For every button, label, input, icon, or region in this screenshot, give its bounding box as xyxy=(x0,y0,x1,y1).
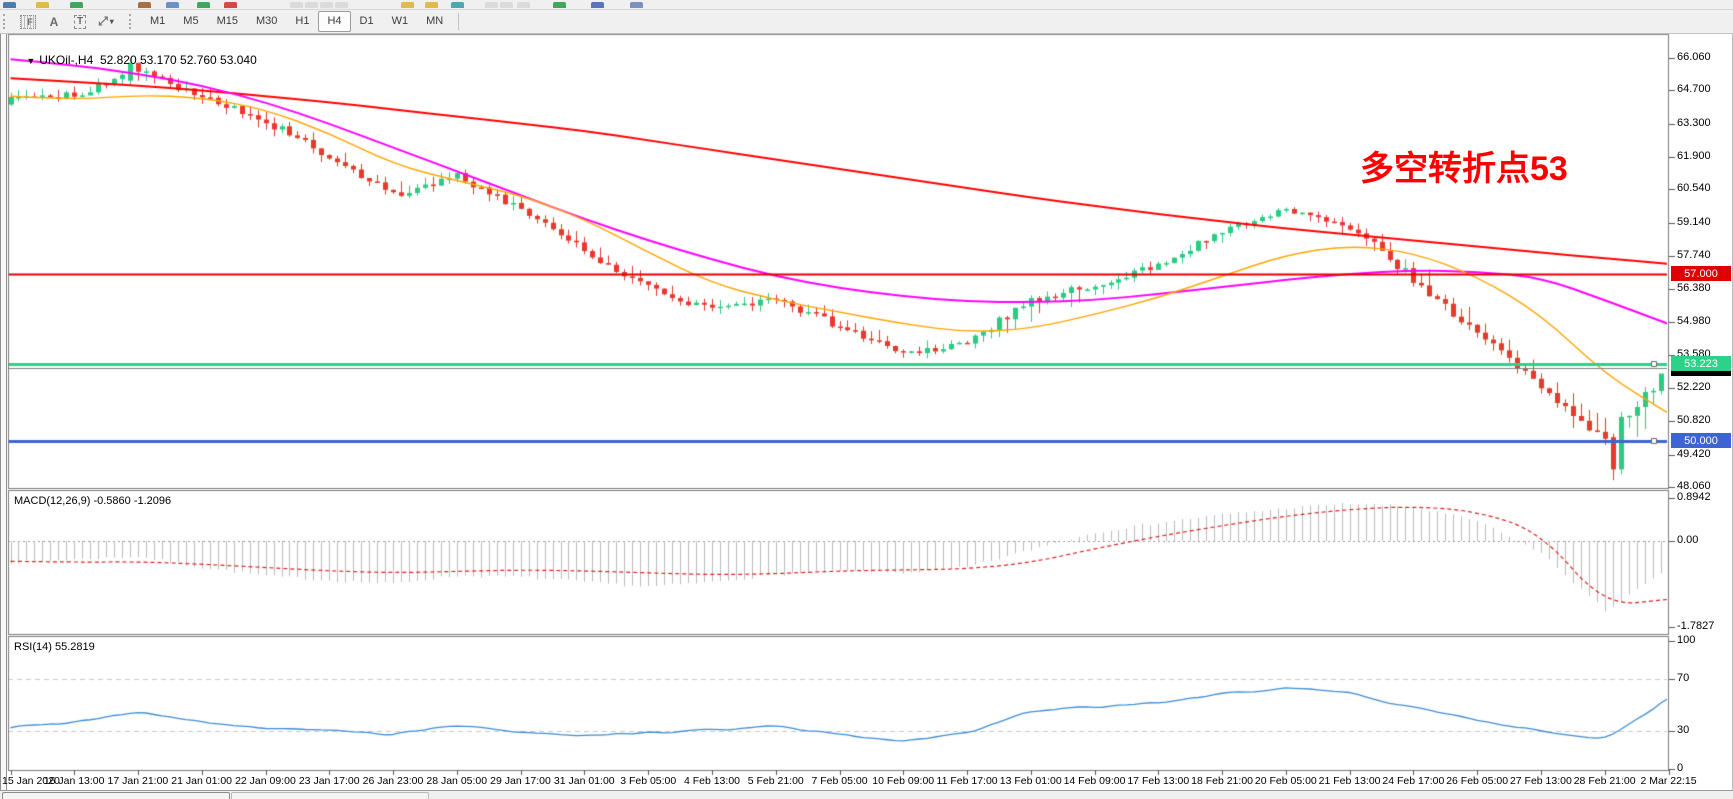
axis-tick-label: 56.380 xyxy=(1677,281,1711,294)
axis-tick-label: 30 xyxy=(1677,723,1690,736)
time-axis-label: 5 Feb 21:00 xyxy=(747,775,804,787)
chart-tab[interactable] xyxy=(2,792,230,799)
axis-tick-label: 59.140 xyxy=(1677,215,1711,228)
time-axis-label: 29 Jan 17:00 xyxy=(490,775,551,787)
axis-tick-label: 0 xyxy=(1677,762,1684,774)
time-axis-label: 15 Jan 2020 xyxy=(2,775,60,787)
time-axis-label: 4 Feb 13:00 xyxy=(683,775,740,787)
time-axis-label: 24 Feb 17:00 xyxy=(1382,775,1445,787)
price-level-badge-50.000[interactable]: 50.000 xyxy=(1671,433,1731,449)
axis-tick-label: 50.820 xyxy=(1677,414,1711,427)
axis-tick-label: 100 xyxy=(1677,634,1696,646)
axis-tick-label: 52.220 xyxy=(1677,380,1711,393)
time-axis-label: 22 Jan 09:00 xyxy=(235,775,296,787)
chart-tabs-bar xyxy=(0,790,1733,799)
time-axis-label: 14 Feb 09:00 xyxy=(1063,775,1126,787)
time-axis-label: 31 Jan 01:00 xyxy=(553,775,615,787)
axis-tick-label: 48.060 xyxy=(1677,480,1711,493)
time-axis-label: 20 Feb 05:00 xyxy=(1254,775,1317,787)
time-axis-label: 26 Jan 23:00 xyxy=(362,775,424,787)
time-axis-label: 27 Feb 13:00 xyxy=(1509,775,1572,787)
time-axis-label: 10 Feb 09:00 xyxy=(872,775,935,787)
axis-tick-label: 64.700 xyxy=(1677,83,1711,96)
time-axis-label: 2 Mar 22:15 xyxy=(1640,775,1697,787)
chart-tab[interactable] xyxy=(231,792,429,799)
axis-tick-label: 61.900 xyxy=(1677,150,1711,163)
time-axis-label: 17 Feb 13:00 xyxy=(1127,775,1190,787)
axis-tick-label: 70 xyxy=(1677,672,1690,685)
time-axis-label: 7 Feb 05:00 xyxy=(811,775,868,787)
time-axis-label: 26 Feb 05:00 xyxy=(1446,775,1509,787)
time-axis-label: 13 Feb 01:00 xyxy=(999,775,1062,787)
time-axis-label: 17 Jan 21:00 xyxy=(107,775,169,787)
axis-tick-label: 49.420 xyxy=(1677,447,1711,460)
time-axis-label: 21 Jan 01:00 xyxy=(171,775,233,787)
time-axis-label: 18 Feb 21:00 xyxy=(1191,775,1253,787)
time-axis-label: 3 Feb 05:00 xyxy=(620,775,677,787)
axis-tick-label: 60.540 xyxy=(1677,182,1711,195)
axis-tick-label: 0.00 xyxy=(1677,534,1699,547)
axis-tick-label: -1.7827 xyxy=(1677,619,1715,632)
axis-tick-label: 0.8942 xyxy=(1677,490,1711,503)
price-level-badge-57.000[interactable]: 57.000 xyxy=(1671,266,1731,282)
axis-tick-label: 54.980 xyxy=(1677,315,1711,328)
time-axis-label: 23 Jan 17:00 xyxy=(298,775,360,787)
axis-tick-label: 63.300 xyxy=(1677,116,1711,129)
time-axis-label: 16 Jan 13:00 xyxy=(43,775,105,787)
time-axis-label: 11 Feb 17:00 xyxy=(936,775,998,787)
time-axis-label: 28 Feb 21:00 xyxy=(1573,775,1636,787)
time-axis-label: 28 Jan 05:00 xyxy=(426,775,488,787)
price-level-badge-53.223[interactable]: 53.223 xyxy=(1671,356,1731,372)
window-left-border xyxy=(0,34,7,799)
chart-dropdown-icon[interactable]: ▼ xyxy=(26,56,36,66)
axis-tick-label: 66.060 xyxy=(1677,50,1711,63)
time-axis-label: 21 Feb 13:00 xyxy=(1318,775,1381,787)
axis-tick-label: 57.740 xyxy=(1677,249,1711,262)
